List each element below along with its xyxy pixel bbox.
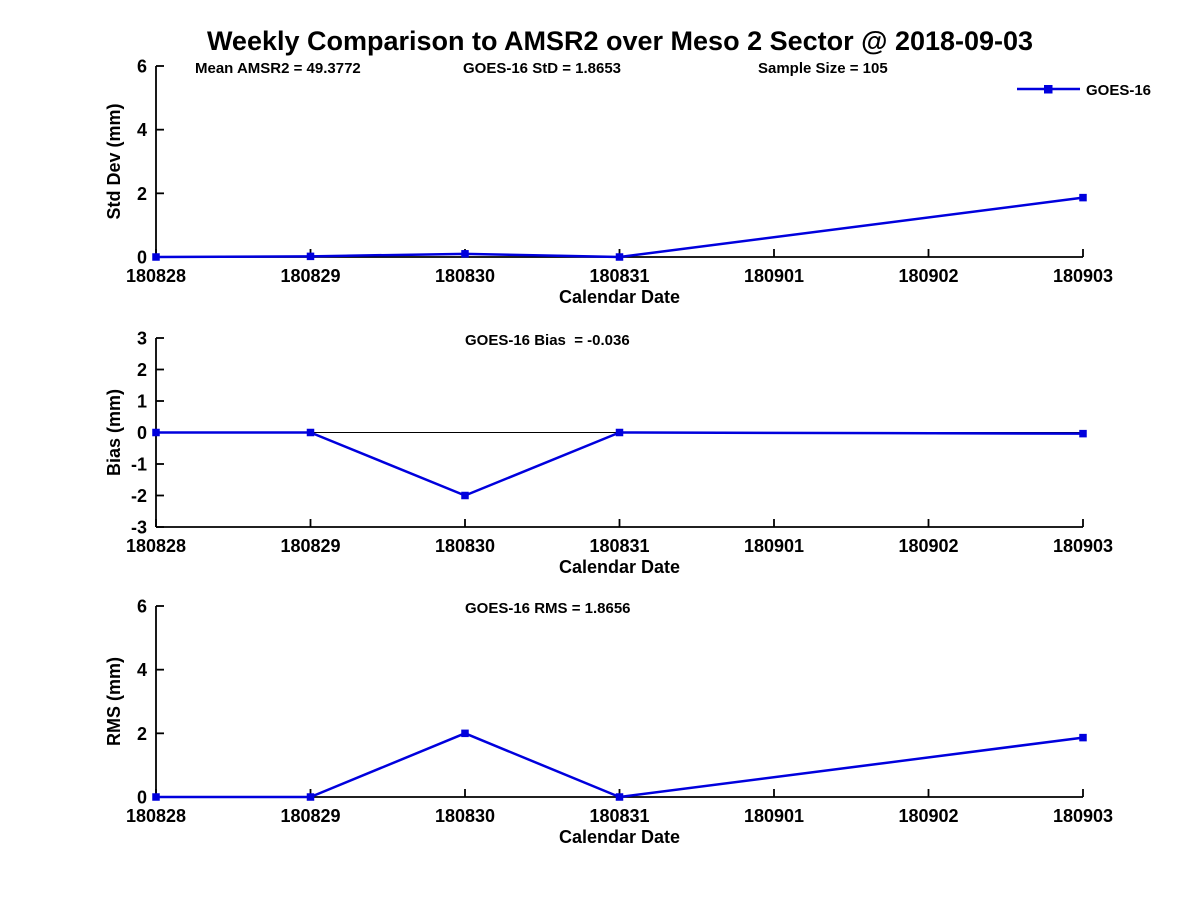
x-tick-label: 180902 [898, 266, 958, 286]
y-tick-label: 2 [137, 184, 147, 204]
series-line-goes16 [155, 196, 1084, 259]
data-point-marker [152, 428, 160, 437]
x-axis-label: Calendar Date [559, 827, 680, 847]
stat-annotation: Sample Size = 105 [758, 60, 888, 77]
x-tick-label: 180831 [589, 536, 649, 556]
y-tick-label: 0 [137, 248, 147, 268]
y-tick-label: 0 [137, 788, 147, 808]
figure-title: Weekly Comparison to AMSR2 over Meso 2 S… [207, 26, 1033, 56]
y-tick-label: 6 [137, 57, 147, 77]
x-tick-label: 180902 [898, 806, 958, 826]
stat-annotation: GOES-16 Bias = -0.036 [465, 332, 630, 349]
data-point-marker [615, 253, 624, 261]
x-axis-label: Calendar Date [559, 557, 680, 577]
y-tick-label: 0 [137, 423, 147, 443]
data-point-marker [461, 491, 469, 500]
data-point-marker [461, 729, 469, 738]
y-axis-label: Bias (mm) [104, 389, 124, 476]
data-point-marker [461, 250, 469, 258]
legend-square-marker-icon [1044, 85, 1053, 94]
y-tick-label: -2 [131, 486, 147, 506]
data-point-marker [1079, 193, 1087, 202]
y-tick-label: 1 [137, 392, 147, 412]
x-tick-label: 180831 [589, 806, 649, 826]
subplot-rms: 0 2 4 6 180828 180829 180830 180831 180901 180902… [104, 597, 1113, 848]
subplots: 0 2 4 6 180828 180829 180830 180831 180901 180902… [104, 57, 1113, 848]
y-tick-label: -3 [131, 518, 147, 538]
x-tick-label: 180903 [1053, 536, 1113, 556]
data-point-marker [615, 428, 624, 437]
x-tick-label: 180903 [1053, 266, 1113, 286]
y-tick-label: -1 [131, 455, 147, 475]
x-tick-label: 180829 [280, 536, 340, 556]
series-line-goes16 [156, 732, 1084, 799]
y-axis-label: RMS (mm) [104, 657, 124, 746]
x-tick-label: 180830 [435, 536, 495, 556]
x-tick-label: 180828 [126, 806, 186, 826]
legend: GOES-16 [1017, 82, 1151, 99]
data-point-marker [615, 793, 624, 801]
x-tick-label: 180830 [435, 266, 495, 286]
y-tick-label: 2 [137, 360, 147, 380]
x-tick-label: 180901 [744, 266, 804, 286]
y-tick-label: 2 [137, 724, 147, 744]
legend-label: GOES-16 [1086, 82, 1151, 99]
x-tick-label: 180828 [126, 266, 186, 286]
y-tick-label: 3 [137, 329, 147, 349]
stat-annotation: GOES-16 RMS = 1.8656 [465, 600, 631, 617]
series-line-goes16 [156, 431, 1084, 497]
y-tick-label: 6 [137, 597, 147, 617]
x-tick-label: 180829 [280, 266, 340, 286]
x-tick-label: 180902 [898, 536, 958, 556]
data-point-marker [306, 793, 315, 801]
data-point-marker [1079, 429, 1087, 438]
x-tick-label: 180831 [589, 266, 649, 286]
x-tick-label: 180830 [435, 806, 495, 826]
subplot-std-dev: 0 2 4 6 180828 180829 180830 180831 180901 180902… [104, 57, 1113, 308]
x-tick-label: 180901 [744, 806, 804, 826]
data-point-marker [306, 252, 315, 261]
x-axis-label: Calendar Date [559, 287, 680, 307]
data-point-marker [152, 253, 160, 261]
x-tick-label: 180828 [126, 536, 186, 556]
stat-annotation: GOES-16 StD = 1.8653 [463, 60, 621, 77]
y-tick-label: 4 [137, 660, 147, 680]
x-tick-label: 180901 [744, 536, 804, 556]
data-point-marker [306, 428, 315, 437]
y-axis-label: Std Dev (mm) [104, 103, 124, 219]
y-tick-label: 4 [137, 120, 147, 140]
x-tick-label: 180903 [1053, 806, 1113, 826]
stat-annotation: Mean AMSR2 = 49.3772 [195, 60, 361, 77]
data-point-marker [152, 793, 160, 801]
data-point-marker [1079, 733, 1087, 742]
x-tick-label: 180829 [280, 806, 340, 826]
